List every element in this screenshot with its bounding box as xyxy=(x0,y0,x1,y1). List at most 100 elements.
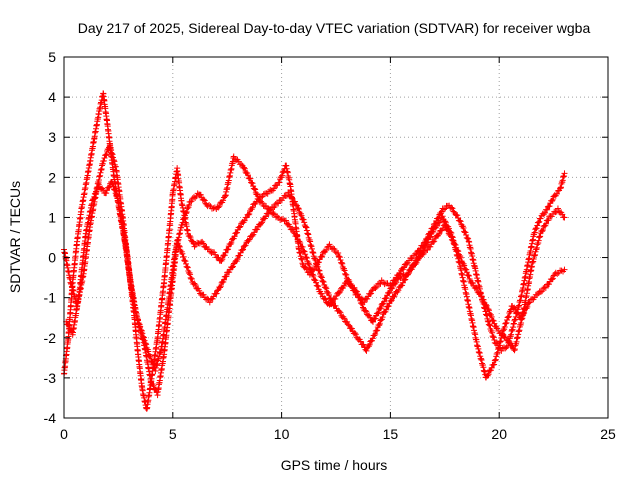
data-point-marker xyxy=(430,228,437,235)
data-point-marker xyxy=(188,275,195,282)
data-point-marker xyxy=(112,190,119,197)
data-point-marker xyxy=(391,293,398,300)
data-point-marker xyxy=(553,190,560,197)
data-point-marker xyxy=(427,243,434,250)
data-point-marker xyxy=(297,240,304,247)
data-point-marker xyxy=(240,246,247,253)
data-point-marker xyxy=(337,309,344,316)
data-point-marker xyxy=(435,231,442,238)
data-point-marker xyxy=(174,240,181,247)
data-point-marker xyxy=(312,256,319,263)
data-point-marker xyxy=(335,250,342,257)
data-point-marker xyxy=(537,215,544,222)
data-point-marker xyxy=(548,276,555,283)
data-point-marker xyxy=(254,226,261,233)
data-point-marker xyxy=(511,304,518,311)
data-point-marker xyxy=(233,229,240,236)
data-point-marker xyxy=(108,179,115,186)
data-point-marker xyxy=(363,347,370,354)
data-point-marker xyxy=(367,290,374,297)
data-point-marker xyxy=(273,214,280,221)
data-point-marker xyxy=(150,382,157,389)
data-point-marker xyxy=(236,252,243,259)
data-point-marker xyxy=(245,211,252,218)
data-point-marker xyxy=(554,270,561,277)
data-point-marker xyxy=(286,223,293,230)
data-point-marker xyxy=(336,290,343,297)
data-point-marker xyxy=(288,195,295,202)
data-point-marker xyxy=(99,185,106,192)
x-tick-label: 0 xyxy=(60,426,68,442)
data-point-marker xyxy=(64,321,71,328)
data-point-marker xyxy=(217,283,224,290)
data-point-marker xyxy=(227,241,234,248)
data-point-marker xyxy=(454,212,461,219)
data-point-marker xyxy=(465,272,472,279)
data-point-marker xyxy=(449,205,456,212)
data-point-marker xyxy=(456,217,463,224)
data-point-marker xyxy=(376,320,383,327)
data-point-marker xyxy=(105,184,112,191)
data-point-marker xyxy=(244,172,251,179)
data-point-marker xyxy=(318,273,325,280)
data-point-marker xyxy=(465,235,472,242)
data-point-marker xyxy=(279,172,286,179)
data-point-marker xyxy=(444,226,451,233)
data-point-marker xyxy=(213,290,220,297)
data-point-marker xyxy=(426,234,433,241)
data-point-marker xyxy=(336,308,343,315)
data-point-marker xyxy=(206,299,213,306)
data-point-marker xyxy=(439,213,446,220)
data-point-marker xyxy=(390,293,397,300)
data-point-marker xyxy=(229,264,236,271)
data-point-marker xyxy=(348,325,355,332)
data-point-marker xyxy=(444,227,451,234)
data-point-marker xyxy=(537,289,544,296)
data-point-marker xyxy=(463,266,470,273)
data-point-marker xyxy=(554,205,561,212)
data-point-marker xyxy=(336,254,343,261)
data-point-marker xyxy=(248,179,255,186)
data-point-marker xyxy=(377,317,384,324)
data-point-marker xyxy=(454,247,461,254)
data-point-marker xyxy=(319,277,326,284)
data-point-marker xyxy=(549,275,556,282)
data-point-marker xyxy=(438,227,445,234)
data-point-marker xyxy=(402,276,409,283)
data-point-marker xyxy=(192,281,199,288)
data-point-marker xyxy=(241,164,248,171)
data-point-marker xyxy=(291,198,298,205)
data-point-marker xyxy=(540,211,547,218)
data-point-marker xyxy=(534,222,541,229)
data-point-marker xyxy=(546,281,553,288)
data-point-marker xyxy=(489,317,496,324)
data-point-marker xyxy=(395,287,402,294)
data-point-marker xyxy=(414,257,421,264)
data-point-marker xyxy=(389,284,396,291)
data-point-marker xyxy=(558,267,565,274)
data-point-marker xyxy=(491,336,498,343)
data-point-marker xyxy=(223,273,230,280)
data-point-marker xyxy=(259,193,266,200)
data-point-marker xyxy=(300,247,307,254)
data-point-marker xyxy=(339,260,346,267)
y-tick-label: 2 xyxy=(48,169,56,185)
data-point-marker xyxy=(485,318,492,325)
data-point-marker xyxy=(320,278,327,285)
data-point-marker xyxy=(315,283,322,290)
data-point-marker xyxy=(354,290,361,297)
data-point-marker xyxy=(231,233,238,240)
data-point-marker xyxy=(341,267,348,274)
data-point-marker xyxy=(541,209,548,216)
data-point-marker xyxy=(89,197,96,204)
data-point-marker xyxy=(184,264,191,271)
data-point-marker xyxy=(465,272,472,279)
data-point-marker xyxy=(222,249,229,256)
x-tick-label: 5 xyxy=(169,426,177,442)
data-point-marker xyxy=(316,267,323,274)
data-point-marker xyxy=(455,248,462,255)
data-point-marker xyxy=(103,190,110,197)
data-point-marker xyxy=(325,292,332,299)
data-point-marker xyxy=(303,255,310,262)
data-point-marker xyxy=(366,341,373,348)
